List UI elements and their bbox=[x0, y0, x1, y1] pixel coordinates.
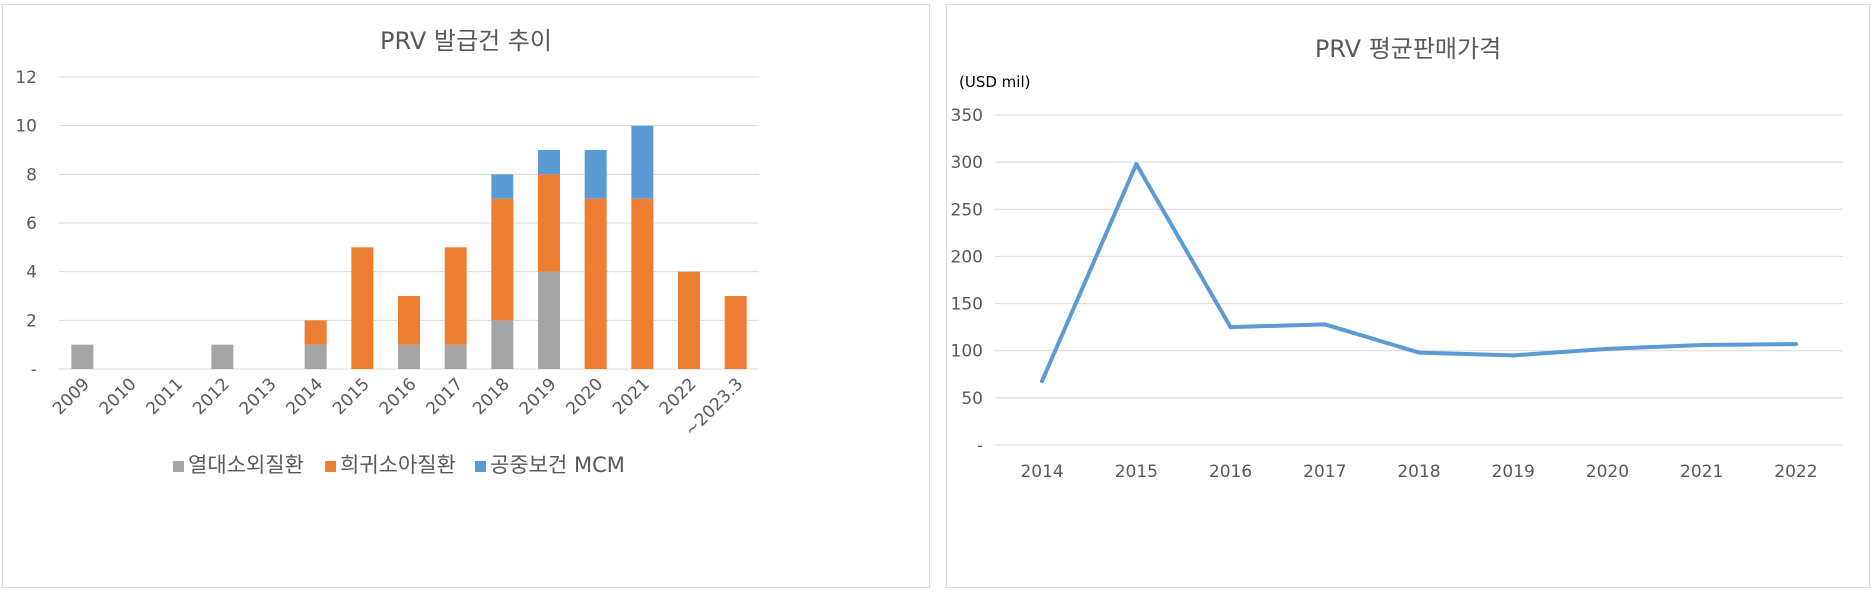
bar-segment bbox=[631, 125, 654, 199]
y-tick-label: - bbox=[31, 360, 37, 380]
data-point bbox=[1322, 322, 1327, 327]
y-tick-label: 350 bbox=[951, 106, 983, 126]
bar-segment bbox=[491, 320, 514, 369]
x-tick-label: 2009 bbox=[49, 374, 94, 419]
x-tick-label: 2017 bbox=[422, 374, 467, 419]
x-tick-label: 2020 bbox=[1586, 462, 1629, 482]
x-tick-label: 2012 bbox=[189, 374, 234, 419]
bar-segment bbox=[678, 271, 700, 369]
data-point bbox=[1511, 353, 1516, 358]
x-tick-label: 2013 bbox=[236, 374, 281, 419]
y-tick-label: 2 bbox=[26, 311, 37, 331]
y-tick-label: 50 bbox=[961, 389, 983, 409]
x-tick-label: 2016 bbox=[1209, 462, 1252, 482]
x-tick-label: 2011 bbox=[142, 374, 187, 419]
y-tick-label: 6 bbox=[26, 214, 37, 234]
x-tick-label: 2019 bbox=[516, 374, 561, 419]
bar-segment bbox=[584, 198, 607, 369]
x-tick-label: 2020 bbox=[562, 374, 607, 419]
legend-swatch bbox=[475, 461, 486, 472]
y-tick-label: 100 bbox=[951, 342, 983, 362]
data-point bbox=[1605, 346, 1610, 351]
legend-swatch bbox=[325, 461, 336, 472]
legend-label: 공중보건 MCM bbox=[490, 453, 625, 477]
y-tick-label: 150 bbox=[951, 295, 983, 315]
x-tick-label: 2017 bbox=[1303, 462, 1346, 482]
bar-segment bbox=[304, 320, 327, 345]
x-tick-label: 2014 bbox=[282, 374, 327, 419]
y-tick-label: 200 bbox=[951, 247, 983, 267]
bar-segment bbox=[71, 344, 94, 369]
chart-title: PRV 발급건 추이 bbox=[380, 27, 552, 55]
data-point bbox=[1417, 350, 1421, 355]
price-chart: PRV 평균판매가격 (USD mil) - 50 100 150 200 250 300 3… bbox=[951, 35, 1843, 482]
legend-label: 열대소외질환 bbox=[188, 453, 304, 477]
x-tick-label: 2015 bbox=[1115, 462, 1158, 482]
x-tick-label: 2015 bbox=[329, 374, 374, 419]
price-chart-panel: PRV 평균판매가격 (USD mil) - 50 100 150 200 250 300 3… bbox=[946, 4, 1870, 588]
bar-segment bbox=[304, 344, 327, 369]
bar-segment bbox=[538, 271, 560, 369]
bar-segment bbox=[631, 198, 654, 369]
unit-label: (USD mil) bbox=[959, 73, 1030, 91]
bar-segment bbox=[491, 174, 514, 199]
bar-segment bbox=[491, 198, 514, 321]
bar-segment bbox=[444, 247, 467, 345]
x-tick-label: 2018 bbox=[469, 374, 514, 419]
y-tick-label: 250 bbox=[951, 200, 983, 220]
legend-label: 희귀소아질환 bbox=[340, 453, 456, 477]
issuance-chart-panel: PRV 발급건 추이 -2 4 6 8 10 12 2009 2010 2011 2012 201… bbox=[2, 4, 930, 588]
y-tick-label: 4 bbox=[26, 263, 37, 283]
bar-segment bbox=[538, 150, 560, 175]
x-tick-label: 2010 bbox=[96, 374, 141, 419]
x-tick-label: 2022 bbox=[1774, 462, 1817, 482]
y-tick-label: 300 bbox=[951, 153, 983, 173]
legend-swatch bbox=[173, 461, 184, 472]
bar-segment bbox=[538, 174, 560, 272]
bar-segment bbox=[398, 344, 420, 369]
data-point bbox=[1040, 378, 1045, 383]
bar-segment bbox=[211, 344, 234, 369]
y-tick-label: 10 bbox=[15, 117, 37, 137]
bar-segment bbox=[444, 344, 467, 369]
y-tick-label: - bbox=[977, 436, 983, 456]
x-tick-label: 2016 bbox=[376, 374, 421, 419]
data-point bbox=[1699, 343, 1704, 348]
x-tick-label: 2014 bbox=[1020, 462, 1063, 482]
x-tick-label: 2021 bbox=[1680, 462, 1723, 482]
y-tick-label: 8 bbox=[26, 165, 37, 185]
price-line bbox=[1040, 162, 1798, 383]
chart-title: PRV 평균판매가격 bbox=[1315, 35, 1501, 63]
bar-segment bbox=[398, 296, 420, 345]
x-tick-label: 2019 bbox=[1492, 462, 1535, 482]
bar-segment bbox=[724, 296, 747, 369]
y-tick-label: 12 bbox=[15, 68, 37, 88]
x-tick-label: 2021 bbox=[609, 374, 654, 419]
bar-segment bbox=[584, 150, 607, 199]
x-tick-label: 2018 bbox=[1397, 462, 1440, 482]
data-point bbox=[1134, 162, 1139, 167]
data-point bbox=[1228, 325, 1233, 330]
bar-segment bbox=[351, 247, 374, 369]
data-point bbox=[1793, 342, 1798, 347]
